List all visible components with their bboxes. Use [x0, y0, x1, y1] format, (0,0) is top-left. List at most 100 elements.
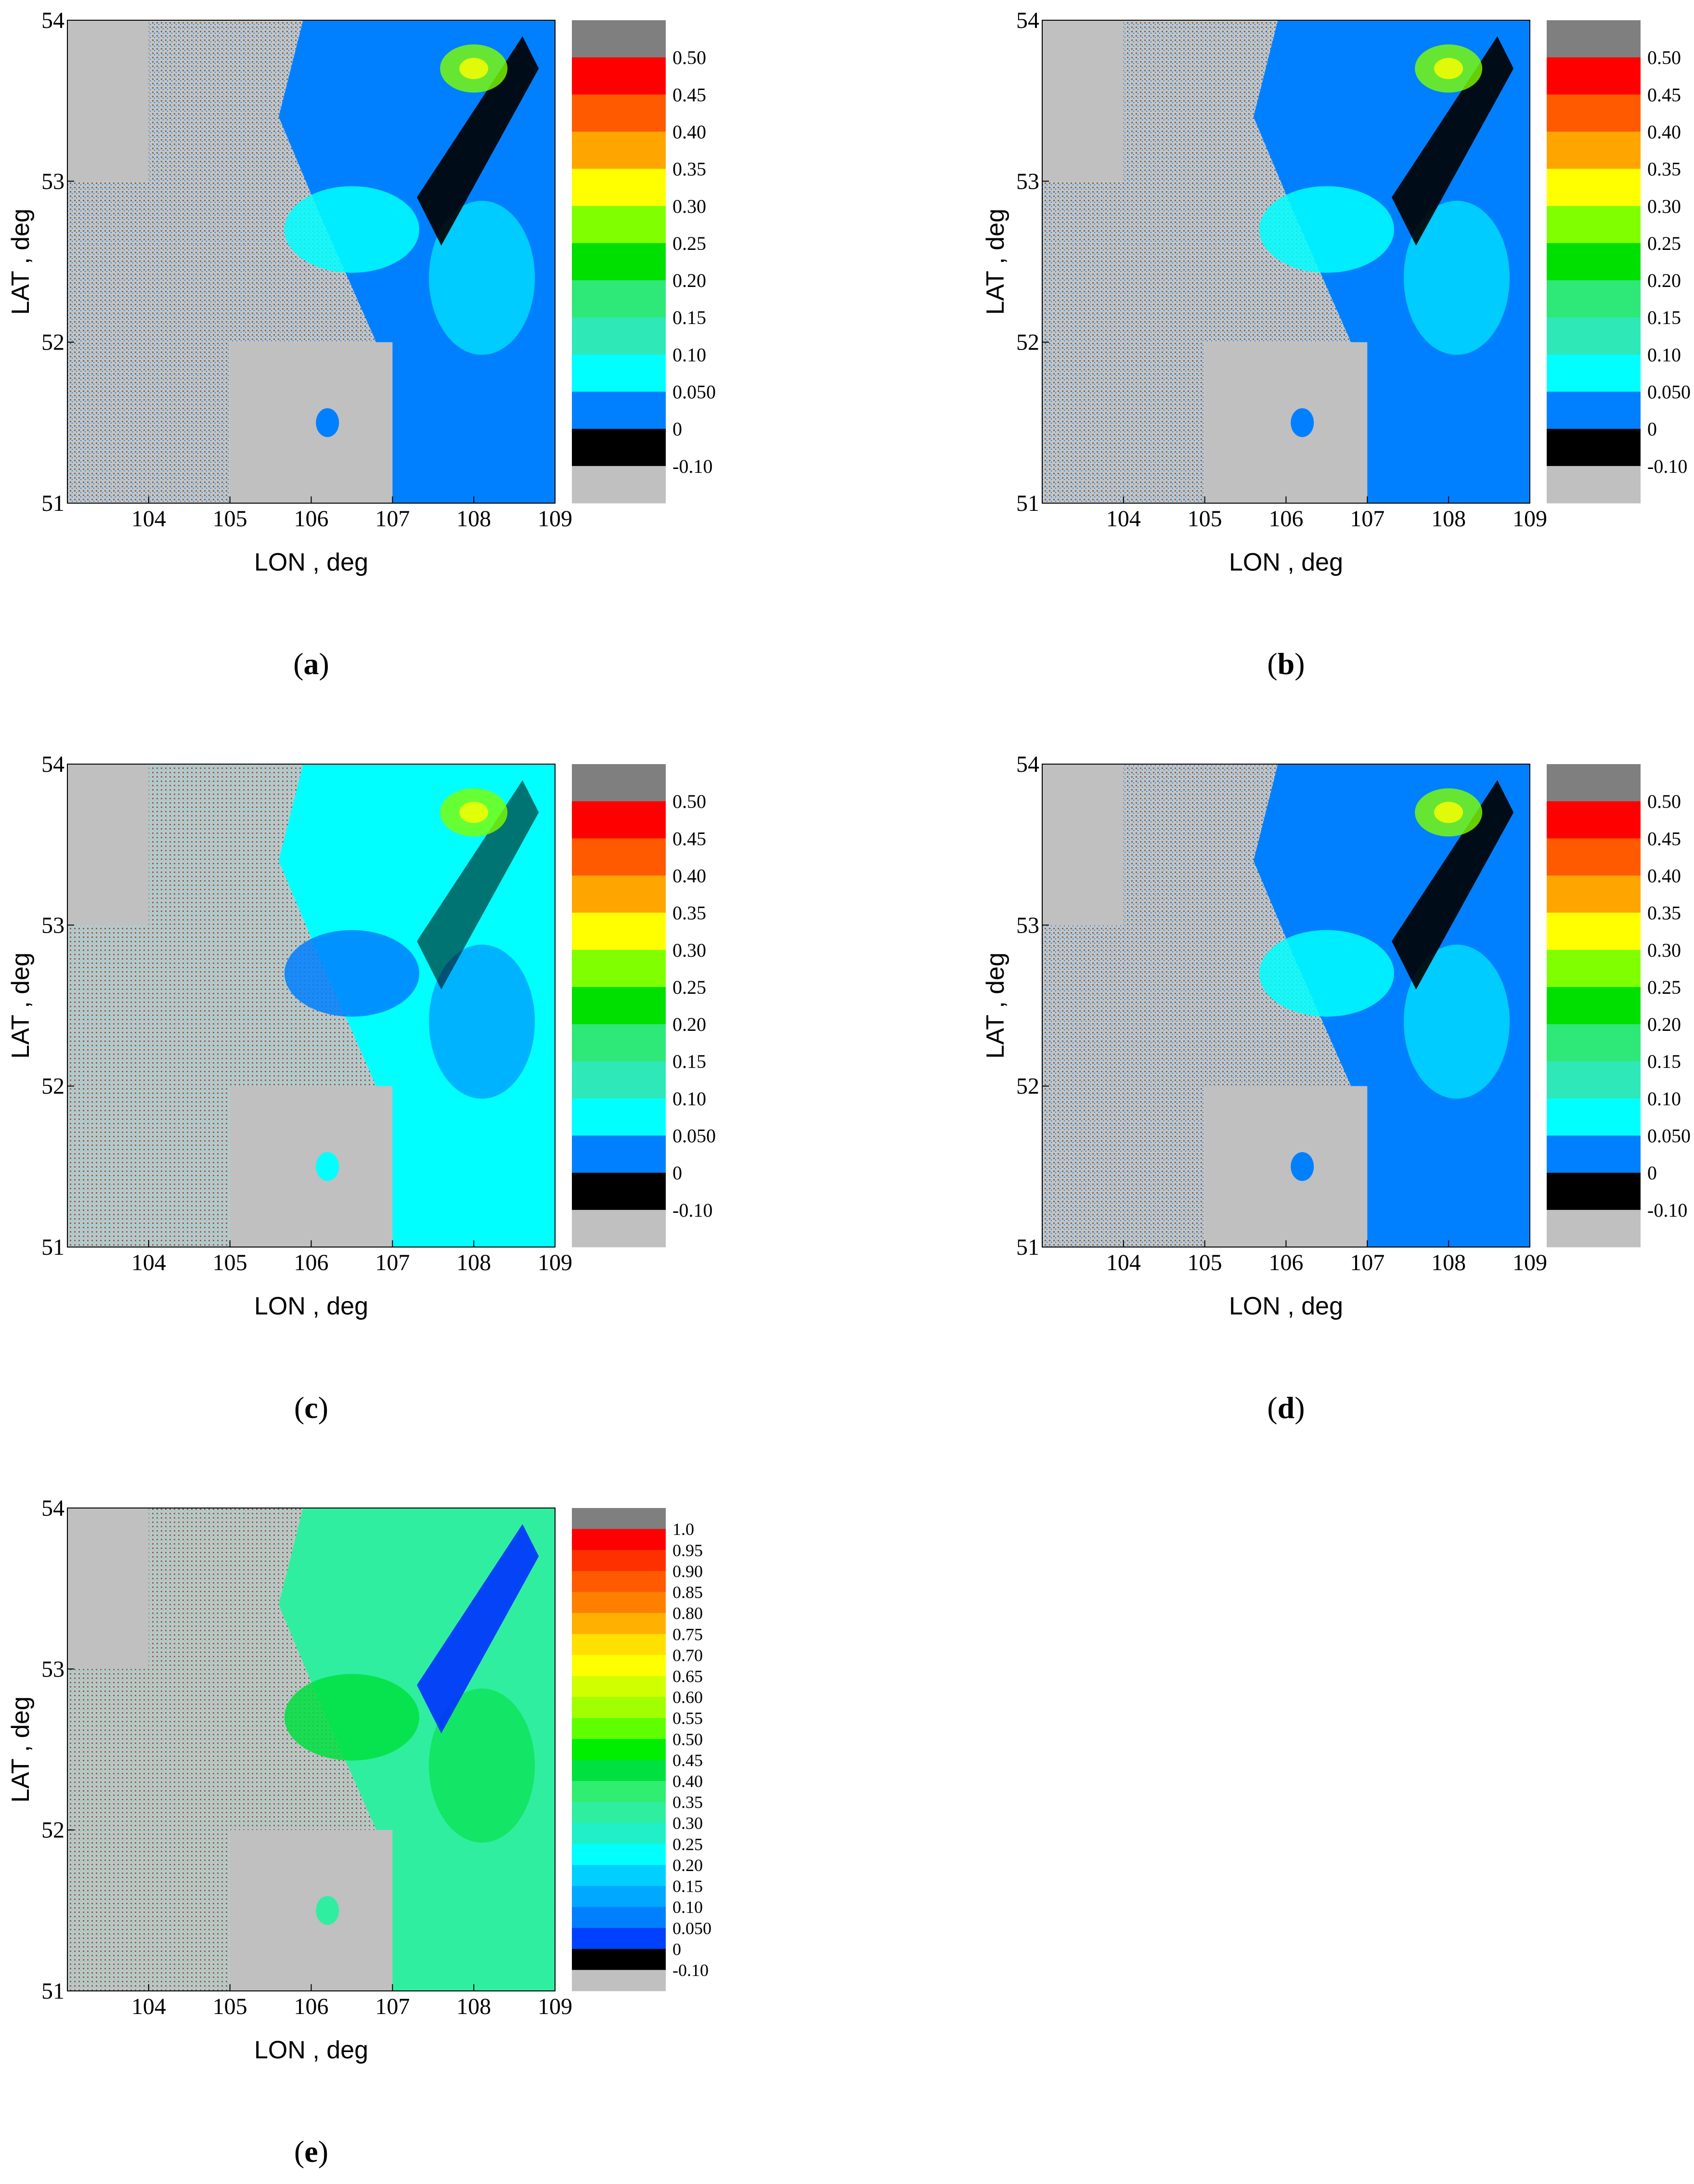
colorbar-swatch: [1547, 354, 1641, 392]
y-axis-label: LAT , deg: [7, 952, 35, 1059]
y-tick-label: 52: [41, 1074, 65, 1099]
colorbar-swatch: [572, 1865, 666, 1886]
colorbar-label: 0.10: [1647, 344, 1681, 365]
colorbar-swatch: [1547, 1098, 1641, 1136]
x-tick-label: 106: [294, 506, 329, 532]
colorbar-label: 0.95: [672, 1541, 703, 1560]
colorbar-swatch: [572, 206, 666, 244]
colorbar-e: 1.00.950.900.850.800.750.700.650.600.550…: [572, 1508, 711, 1991]
x-tick-label: 105: [213, 1250, 247, 1275]
colorbar-label: -0.10: [672, 1961, 709, 1980]
map-field-d: [1042, 764, 1530, 1248]
y-tick-label: 52: [1016, 330, 1039, 355]
colorbar-swatch: [1547, 317, 1641, 355]
colorbar-swatch: [572, 838, 666, 876]
colorbar-swatch: [572, 1571, 666, 1592]
colorbar-label: -0.10: [1647, 455, 1687, 477]
panel-caption: (e): [294, 2134, 328, 2169]
colorbar-label: 0.70: [672, 1646, 703, 1665]
colorbar-swatch: [572, 1949, 666, 1970]
panel-c: 104 105 106 107 108 109 51 52 53 54 LON , deg LAT ,…: [7, 752, 716, 1425]
x-axis-label: LON , deg: [1229, 548, 1343, 576]
x-tick-label: 105: [213, 1994, 247, 2019]
colorbar-swatch: [572, 1739, 666, 1760]
colorbar-swatch: [1547, 131, 1641, 169]
colorbar-swatch: [1547, 1172, 1641, 1210]
colorbar-label: 0.15: [1647, 1051, 1681, 1072]
x-tick-label: 107: [1350, 1250, 1384, 1275]
colorbar-swatch: [572, 1697, 666, 1718]
colorbar-swatch: [572, 1061, 666, 1099]
colorbar-swatch: [572, 1508, 666, 1530]
x-tick-label: 105: [1188, 506, 1222, 532]
y-tick-label: 52: [41, 330, 65, 355]
map-field-a: [67, 20, 556, 504]
colorbar-swatch: [572, 1613, 666, 1635]
colorbar-swatch: [572, 1655, 666, 1677]
colorbar-swatch: [572, 57, 666, 95]
x-tick-label: 104: [1106, 506, 1141, 532]
colorbar-swatch: [572, 1172, 666, 1210]
colorbar-swatch: [572, 429, 666, 467]
x-tick-label: 107: [375, 1250, 410, 1275]
colorbar-swatch: [572, 1885, 666, 1908]
colorbar-swatch: [572, 1844, 666, 1865]
colorbar-label: 0.20: [672, 1014, 706, 1035]
y-axis-label: LAT , deg: [982, 952, 1009, 1059]
x-tick-label: 108: [1431, 1250, 1466, 1275]
colorbar-swatch: [572, 1718, 666, 1740]
colorbar-swatch: [572, 317, 666, 355]
colorbar-label: 0.10: [672, 344, 706, 365]
x-axis-label: LON , deg: [254, 2036, 368, 2064]
colorbar-swatch: [1547, 429, 1641, 467]
x-tick-label: 109: [1513, 1250, 1547, 1275]
colorbar-label: 0.35: [672, 902, 706, 924]
map-field-b: [1042, 20, 1530, 504]
y-tick-label: 51: [41, 1978, 65, 2004]
colorbar-label: 0.45: [1647, 828, 1681, 849]
y-axis-label: LAT , deg: [982, 208, 1009, 315]
x-tick-label: 104: [131, 506, 166, 532]
y-axis-label: LAT , deg: [7, 208, 35, 315]
x-tick-label: 104: [131, 1994, 166, 2019]
colorbar-swatch: [572, 875, 666, 913]
x-tick-label: 107: [375, 506, 410, 532]
y-tick-label: 54: [1016, 8, 1039, 33]
panel-b: 104 105 106 107 108 109 51 52 53 54 LON , deg LAT ,…: [982, 8, 1691, 681]
colorbar-swatch: [1547, 875, 1641, 913]
y-tick-label: 53: [41, 912, 65, 938]
colorbar-swatch: [1547, 1135, 1641, 1173]
map-field-c: [67, 764, 556, 1248]
colorbar-label: 0.35: [1647, 158, 1681, 180]
x-tick-label: 109: [538, 1994, 572, 2019]
colorbar-swatch: [1547, 949, 1641, 988]
colorbar-label: 0.20: [672, 270, 706, 291]
colorbar-swatch: [572, 131, 666, 169]
colorbar-label: 0: [672, 1162, 682, 1184]
colorbar-label: 0.30: [672, 195, 706, 217]
colorbar-label: 0.20: [1647, 1014, 1681, 1035]
colorbar-label: 0.10: [672, 1898, 703, 1917]
colorbar-swatch: [572, 764, 666, 802]
colorbar-label: 0.80: [672, 1604, 703, 1623]
colorbar-swatch: [1547, 206, 1641, 244]
colorbar-swatch: [572, 169, 666, 207]
colorbar-label: 0.15: [672, 1051, 706, 1072]
x-tick-label: 109: [538, 1250, 572, 1275]
colorbar-swatch: [572, 354, 666, 392]
colorbar-swatch: [572, 1634, 666, 1655]
colorbar-swatch: [1547, 57, 1641, 95]
colorbar-label: 0.40: [672, 1772, 703, 1791]
x-axis-label: LON , deg: [254, 1292, 368, 1320]
panel-caption: (d): [1267, 1391, 1305, 1425]
colorbar-swatch: [1547, 801, 1641, 839]
colorbar-b: 0.50 0.45 0.40 0.35 0.30 0.25 0.20 0.15 0.10 0.05…: [1547, 20, 1691, 504]
colorbar-label: 0.65: [672, 1666, 703, 1686]
colorbar-swatch: [572, 1970, 666, 1991]
colorbar-swatch: [572, 987, 666, 1025]
colorbar-swatch: [572, 391, 666, 429]
x-tick-label: 109: [1513, 506, 1547, 532]
panel-caption: (a): [293, 647, 329, 681]
colorbar-label: 0.50: [672, 791, 706, 812]
y-tick-label: 52: [41, 1818, 65, 1843]
